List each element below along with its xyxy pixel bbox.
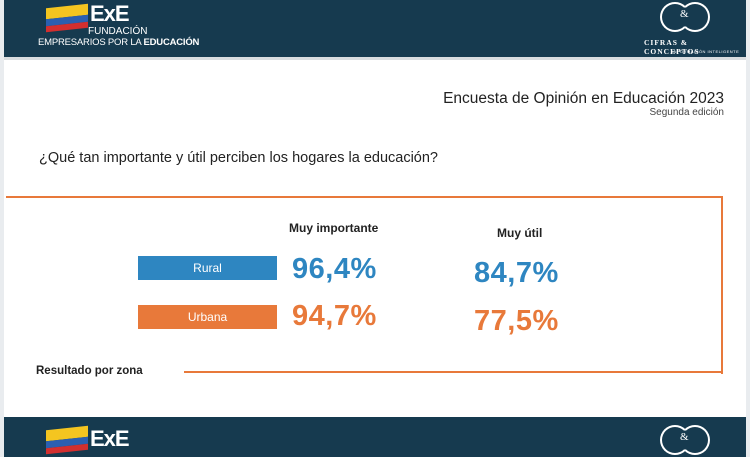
flag-book-icon bbox=[46, 425, 88, 455]
survey-title: Encuesta de Opinión en Educación 2023 bbox=[443, 90, 724, 107]
cifras-conceptos-tagline: INFORMACIÓN INTELIGENTE bbox=[672, 49, 740, 54]
results-frame-bottom-line bbox=[184, 371, 723, 373]
cifras-conceptos-logo-icon: & bbox=[656, 2, 714, 32]
question-text: ¿Qué tan importante y útil perciben los … bbox=[39, 150, 438, 166]
column-header-muy-importante: Muy importante bbox=[289, 221, 379, 235]
logo-empresarios: EMPRESARIOS POR LA EDUCACIÓN bbox=[38, 37, 200, 48]
row-label-urbana: Urbana bbox=[138, 305, 277, 329]
results-note: Resultado por zona bbox=[36, 365, 143, 377]
header-bar: ExE FUNDACIÓN EMPRESARIOS POR LA EDUCACI… bbox=[4, 0, 746, 57]
flag-book-icon bbox=[46, 3, 88, 33]
footer-bar: ExE & bbox=[4, 417, 746, 457]
urbana-muy-importante-value: 94,7% bbox=[292, 300, 377, 332]
cifras-conceptos-logo-icon: & bbox=[656, 425, 714, 455]
survey-subtitle: Segunda edición bbox=[649, 107, 724, 118]
slide: ExE FUNDACIÓN EMPRESARIOS POR LA EDUCACI… bbox=[4, 0, 746, 457]
rural-muy-importante-value: 96,4% bbox=[292, 253, 377, 285]
header-divider bbox=[4, 57, 746, 60]
results-frame bbox=[6, 196, 723, 374]
column-header-muy-util: Muy útil bbox=[497, 226, 543, 240]
logo-fundacion: FUNDACIÓN bbox=[88, 26, 148, 37]
urbana-muy-util-value: 77,5% bbox=[474, 305, 559, 337]
cifras-conceptos-name: CIFRAS & CONCEPTOS bbox=[644, 38, 700, 56]
rural-muy-util-value: 84,7% bbox=[474, 257, 559, 289]
exe-logo-text: ExE bbox=[90, 1, 130, 26]
row-label-rural: Rural bbox=[138, 256, 277, 280]
exe-logo-text: ExE bbox=[90, 426, 130, 451]
